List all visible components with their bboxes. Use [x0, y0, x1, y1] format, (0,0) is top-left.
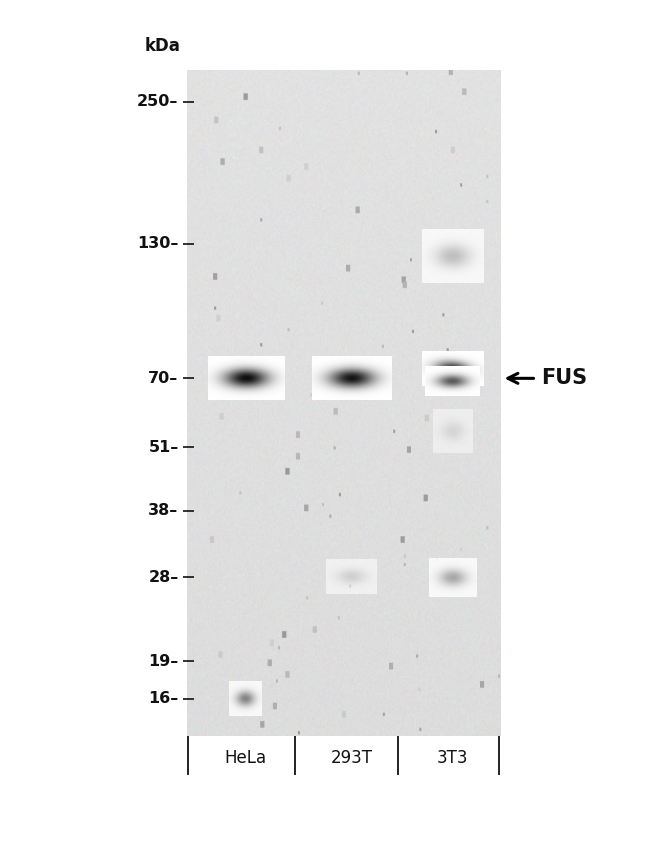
Text: HeLa: HeLa — [225, 750, 266, 767]
Text: 70–: 70– — [148, 371, 179, 386]
Text: FUS: FUS — [541, 368, 587, 388]
Text: 51–: 51– — [148, 440, 179, 454]
Text: 19–: 19– — [148, 654, 179, 669]
Text: kDa: kDa — [145, 37, 181, 55]
Text: 38–: 38– — [148, 503, 179, 519]
Text: 130–: 130– — [137, 236, 179, 251]
Text: 250–: 250– — [137, 95, 179, 109]
Text: 28–: 28– — [148, 570, 179, 585]
Text: 293T: 293T — [331, 750, 373, 767]
Text: 16–: 16– — [148, 691, 179, 706]
Text: 3T3: 3T3 — [437, 750, 468, 767]
